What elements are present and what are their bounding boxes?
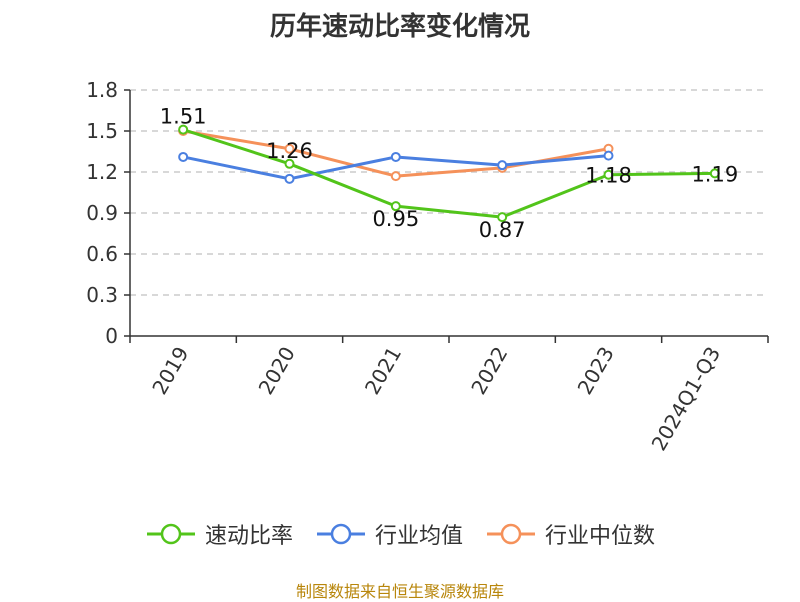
legend-label: 行业均值 [374, 524, 463, 549]
legend-swatch [316, 523, 365, 545]
legend-swatch [487, 523, 535, 545]
data-point [178, 124, 189, 135]
legend-label: 行业中位数 [545, 524, 656, 549]
data-point [497, 212, 508, 223]
data-point [709, 168, 720, 179]
data-label: 0.87 [479, 218, 526, 242]
x-tick-label: 2023 [573, 343, 619, 399]
axes [124, 89, 769, 343]
y-tick-label: 0 [105, 324, 118, 348]
source-note: 制图数据来自恒生聚源数据库 [295, 582, 504, 601]
legend-item[interactable]: 速动比率 [145, 518, 293, 550]
grid-lines [130, 89, 768, 296]
data-label: 1.19 [691, 162, 738, 186]
data-point [284, 173, 295, 184]
data-labels: 1.51 1.26 0.95 0.87 1.18 1.19 [160, 105, 738, 242]
data-point [284, 143, 295, 154]
data-label: 1.18 [585, 164, 632, 188]
x-tick-label: 2019 [147, 343, 193, 399]
legend-swatch [146, 523, 195, 545]
legend-item[interactable]: 行业中位数 [485, 518, 655, 550]
y-tick-label: 1.2 [86, 160, 118, 184]
y-tick-label: 0.6 [86, 242, 118, 266]
x-tick-label: 2020 [254, 343, 300, 399]
y-tick-label: 1.8 [86, 78, 118, 102]
data-point [603, 150, 614, 161]
data-point [284, 158, 295, 169]
data-label: 1.26 [266, 139, 313, 163]
y-tick-label: 0.3 [86, 283, 118, 307]
x-tick-label: 2021 [360, 343, 406, 399]
y-tick-label: 1.5 [86, 119, 118, 143]
data-label: 0.95 [372, 207, 419, 231]
data-point [497, 160, 508, 171]
chart-title: 历年速动比率变化情况 [269, 12, 530, 42]
legend: 速动比率 行业均值 行业中位数 [0, 518, 800, 550]
y-tick-label: 0.9 [86, 201, 118, 225]
legend-label: 速动比率 [204, 524, 293, 549]
data-point [390, 151, 401, 162]
x-tick-label: 2022 [466, 342, 512, 398]
data-point [603, 169, 614, 180]
series-line-0 [182, 128, 715, 219]
data-label: 1.51 [160, 105, 207, 129]
x-tick-label: 2024Q1-Q3 [646, 343, 725, 455]
legend-item[interactable]: 行业均值 [315, 518, 463, 550]
data-point [390, 201, 401, 212]
y-tick-labels: 0 0.3 0.6 0.9 1.2 1.5 1.8 [86, 78, 118, 348]
series-group [178, 124, 720, 223]
data-point [178, 151, 189, 162]
data-point [390, 171, 401, 182]
x-tick-labels: 2019 2020 2021 2022 2023 2024Q1-Q3 [147, 342, 725, 454]
